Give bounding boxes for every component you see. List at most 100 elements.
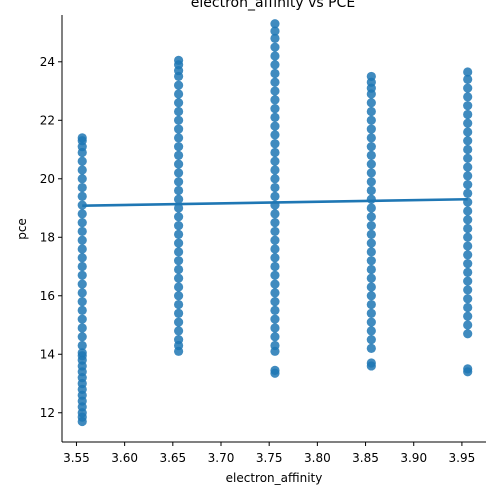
chart-title: electron_affinity vs PCE: [191, 0, 355, 11]
data-point: [463, 364, 473, 374]
data-point: [174, 335, 184, 345]
data-point: [270, 68, 280, 79]
data-point: [270, 103, 280, 114]
data-point: [270, 156, 280, 166]
data-point: [366, 326, 376, 336]
data-point: [463, 267, 473, 277]
data-point: [174, 264, 184, 275]
data-point: [366, 335, 376, 345]
data-point: [270, 60, 280, 70]
data-point: [366, 229, 376, 239]
data-point: [174, 229, 184, 239]
data-point: [366, 106, 376, 117]
data-point: [463, 285, 473, 295]
x-tick-label: 3.70: [208, 451, 235, 465]
data-point: [463, 144, 473, 155]
data-point: [77, 348, 87, 358]
data-point: [174, 177, 184, 187]
data-point: [366, 291, 376, 301]
data-point: [270, 297, 280, 307]
data-point: [270, 253, 280, 263]
data-point: [463, 188, 473, 199]
x-axis-title: electron_affinity: [226, 471, 323, 485]
regression-line: [82, 197, 468, 207]
data-point: [366, 133, 376, 143]
data-point: [366, 98, 376, 108]
data-point: [270, 218, 280, 228]
data-point: [77, 279, 87, 289]
data-point: [77, 305, 87, 315]
data-point: [463, 74, 473, 84]
data-point: [270, 365, 280, 375]
y-ticks: 12 14 16 18 20 22 24: [40, 55, 62, 420]
data-point: [366, 212, 376, 222]
data-point: [174, 133, 184, 143]
data-point: [366, 177, 376, 187]
x-tick-label: 3.60: [111, 451, 138, 465]
data-point: [366, 238, 376, 248]
data-point: [463, 92, 473, 102]
data-point: [270, 305, 280, 315]
data-point: [174, 55, 184, 65]
data-point: [270, 112, 280, 122]
data-point: [270, 270, 280, 280]
data-point: [77, 340, 87, 351]
data-point: [270, 340, 280, 351]
data-point: [77, 209, 87, 219]
data-point: [77, 165, 87, 175]
y-tick-label: 24: [40, 55, 55, 69]
data-point: [77, 261, 87, 272]
data-point: [174, 291, 184, 301]
data-point: [366, 273, 376, 283]
data-point: [366, 194, 376, 204]
data-point: [463, 258, 473, 269]
x-ticks: 3.55 3.60 3.65 3.70 3.75 3.80 3.85 3.90 3.95: [63, 442, 475, 465]
data-point: [174, 247, 184, 257]
data-point: [366, 159, 376, 169]
data-point: [174, 159, 184, 169]
x-tick-label: 3.85: [352, 451, 379, 465]
data-point: [366, 299, 376, 310]
data-point: [463, 215, 473, 225]
y-tick-label: 16: [40, 289, 55, 303]
data-point: [174, 299, 184, 310]
x-tick-label: 3.95: [449, 451, 476, 465]
x-tick-label: 3.65: [159, 451, 186, 465]
data-point: [77, 270, 87, 280]
data-point: [366, 317, 376, 327]
y-axis-title: pce: [15, 218, 29, 240]
data-point: [270, 86, 280, 96]
data-point: [174, 282, 184, 292]
data-point: [270, 332, 280, 342]
data-point: [174, 194, 184, 204]
data-point: [270, 209, 280, 219]
data-point: [366, 150, 376, 160]
data-point: [270, 77, 280, 87]
data-point: [77, 133, 87, 143]
data-point: [366, 185, 376, 196]
data-point: [77, 288, 87, 298]
fit-line: [82, 197, 468, 207]
data-point: [174, 98, 184, 108]
data-point: [174, 142, 184, 152]
data-point: [77, 182, 87, 193]
data-point: [270, 95, 280, 105]
data-point: [270, 165, 280, 175]
y-tick-label: 20: [40, 172, 55, 186]
y-tick-label: 14: [40, 347, 55, 361]
data-point: [366, 282, 376, 292]
data-point: [270, 139, 280, 149]
data-point: [270, 26, 280, 36]
x-tick-label: 3.55: [63, 451, 90, 465]
data-point: [463, 276, 473, 286]
y-tick-label: 18: [40, 230, 55, 244]
data-points: [77, 19, 473, 427]
data-point: [174, 168, 184, 178]
data-point: [77, 156, 87, 166]
data-point: [270, 121, 280, 131]
data-point: [270, 279, 280, 289]
data-point: [463, 294, 473, 304]
data-point: [174, 308, 184, 318]
data-point: [463, 118, 473, 128]
